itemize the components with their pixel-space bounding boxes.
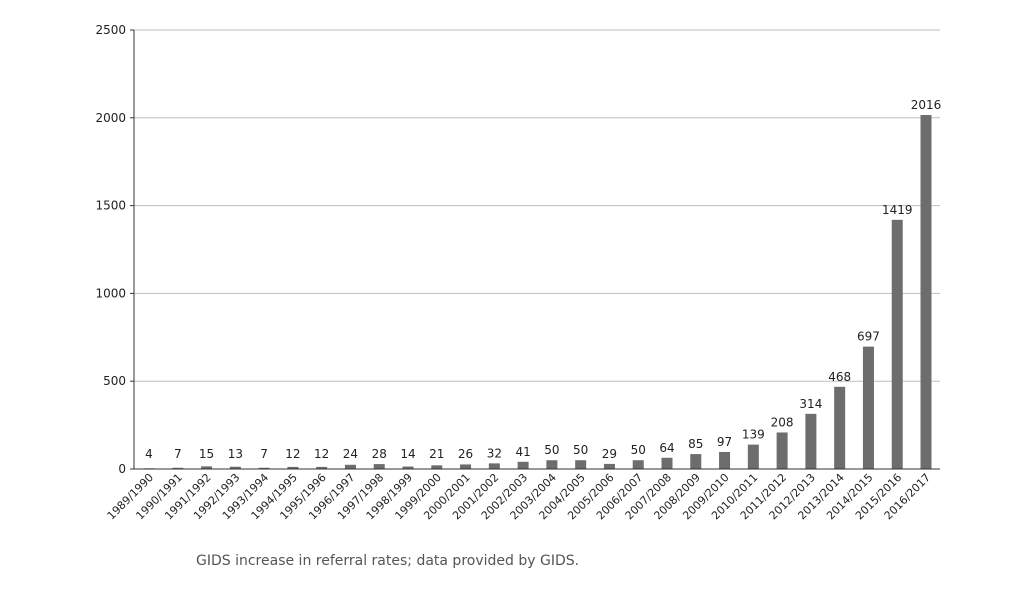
data-label: 24 <box>343 447 358 461</box>
data-label: 64 <box>659 441 674 455</box>
bar <box>229 466 241 469</box>
bar <box>690 454 702 469</box>
bars <box>143 114 932 469</box>
bar <box>575 460 587 469</box>
data-label: 314 <box>799 397 822 411</box>
bar <box>719 451 731 469</box>
bar <box>834 386 846 469</box>
y-tick-label: 1500 <box>95 199 126 213</box>
data-label: 32 <box>487 446 502 460</box>
bar <box>344 464 356 469</box>
bar <box>632 460 644 469</box>
bar <box>373 464 385 469</box>
bar <box>747 444 759 469</box>
gridlines <box>134 29 940 382</box>
bar <box>460 464 472 469</box>
y-tick-label: 2500 <box>95 23 126 37</box>
bar <box>172 467 184 469</box>
data-label: 12 <box>314 447 329 461</box>
bar <box>488 463 500 469</box>
bar <box>661 457 673 469</box>
bar <box>546 460 558 469</box>
data-label: 50 <box>573 443 588 457</box>
data-label: 2016 <box>911 98 942 112</box>
y-tick-label: 500 <box>103 374 126 388</box>
y-tick-label: 0 <box>118 462 126 476</box>
x-axis-ticks: 1989/19901990/19911991/19921992/19931993… <box>105 471 933 522</box>
data-label: 85 <box>688 437 703 451</box>
bar <box>891 219 903 469</box>
data-label: 468 <box>828 370 851 384</box>
bar <box>805 413 817 469</box>
data-label: 41 <box>515 445 530 459</box>
bar <box>316 466 328 469</box>
y-tick-label: 1000 <box>95 286 126 300</box>
data-label: 208 <box>771 415 794 429</box>
bar <box>287 466 299 469</box>
bar <box>517 461 529 469</box>
data-label: 139 <box>742 428 765 442</box>
bar <box>862 346 874 469</box>
data-label: 50 <box>544 443 559 457</box>
bar <box>431 465 443 469</box>
data-label: 12 <box>285 447 300 461</box>
y-tick-label: 2000 <box>95 111 126 125</box>
bar <box>603 463 615 469</box>
bar <box>201 466 213 469</box>
data-label: 7 <box>260 447 268 461</box>
data-label: 28 <box>372 447 387 461</box>
data-labels: 4 7 15 13 7 12 12 24 28 14 21 26 32 41 50 50 29 50 64 85 97 1… <box>145 98 941 461</box>
data-label: 7 <box>174 447 182 461</box>
data-label: 15 <box>199 447 214 461</box>
chart-caption: GIDS increase in referral rates; data pr… <box>196 553 580 569</box>
data-label: 697 <box>857 330 880 344</box>
data-label: 97 <box>717 435 732 449</box>
data-label: 1419 <box>882 203 913 217</box>
bar <box>776 432 788 469</box>
bar <box>258 467 270 469</box>
data-label: 29 <box>602 447 617 461</box>
data-label: 26 <box>458 447 473 461</box>
data-label: 21 <box>429 447 444 461</box>
data-label: 14 <box>400 447 415 461</box>
data-label: 50 <box>631 443 646 457</box>
data-label: 4 <box>145 447 153 461</box>
bar <box>920 114 932 469</box>
y-axis-ticks: 0 500 1000 1500 2000 2500 <box>95 23 134 476</box>
data-label: 13 <box>228 447 243 461</box>
bar <box>402 466 414 469</box>
